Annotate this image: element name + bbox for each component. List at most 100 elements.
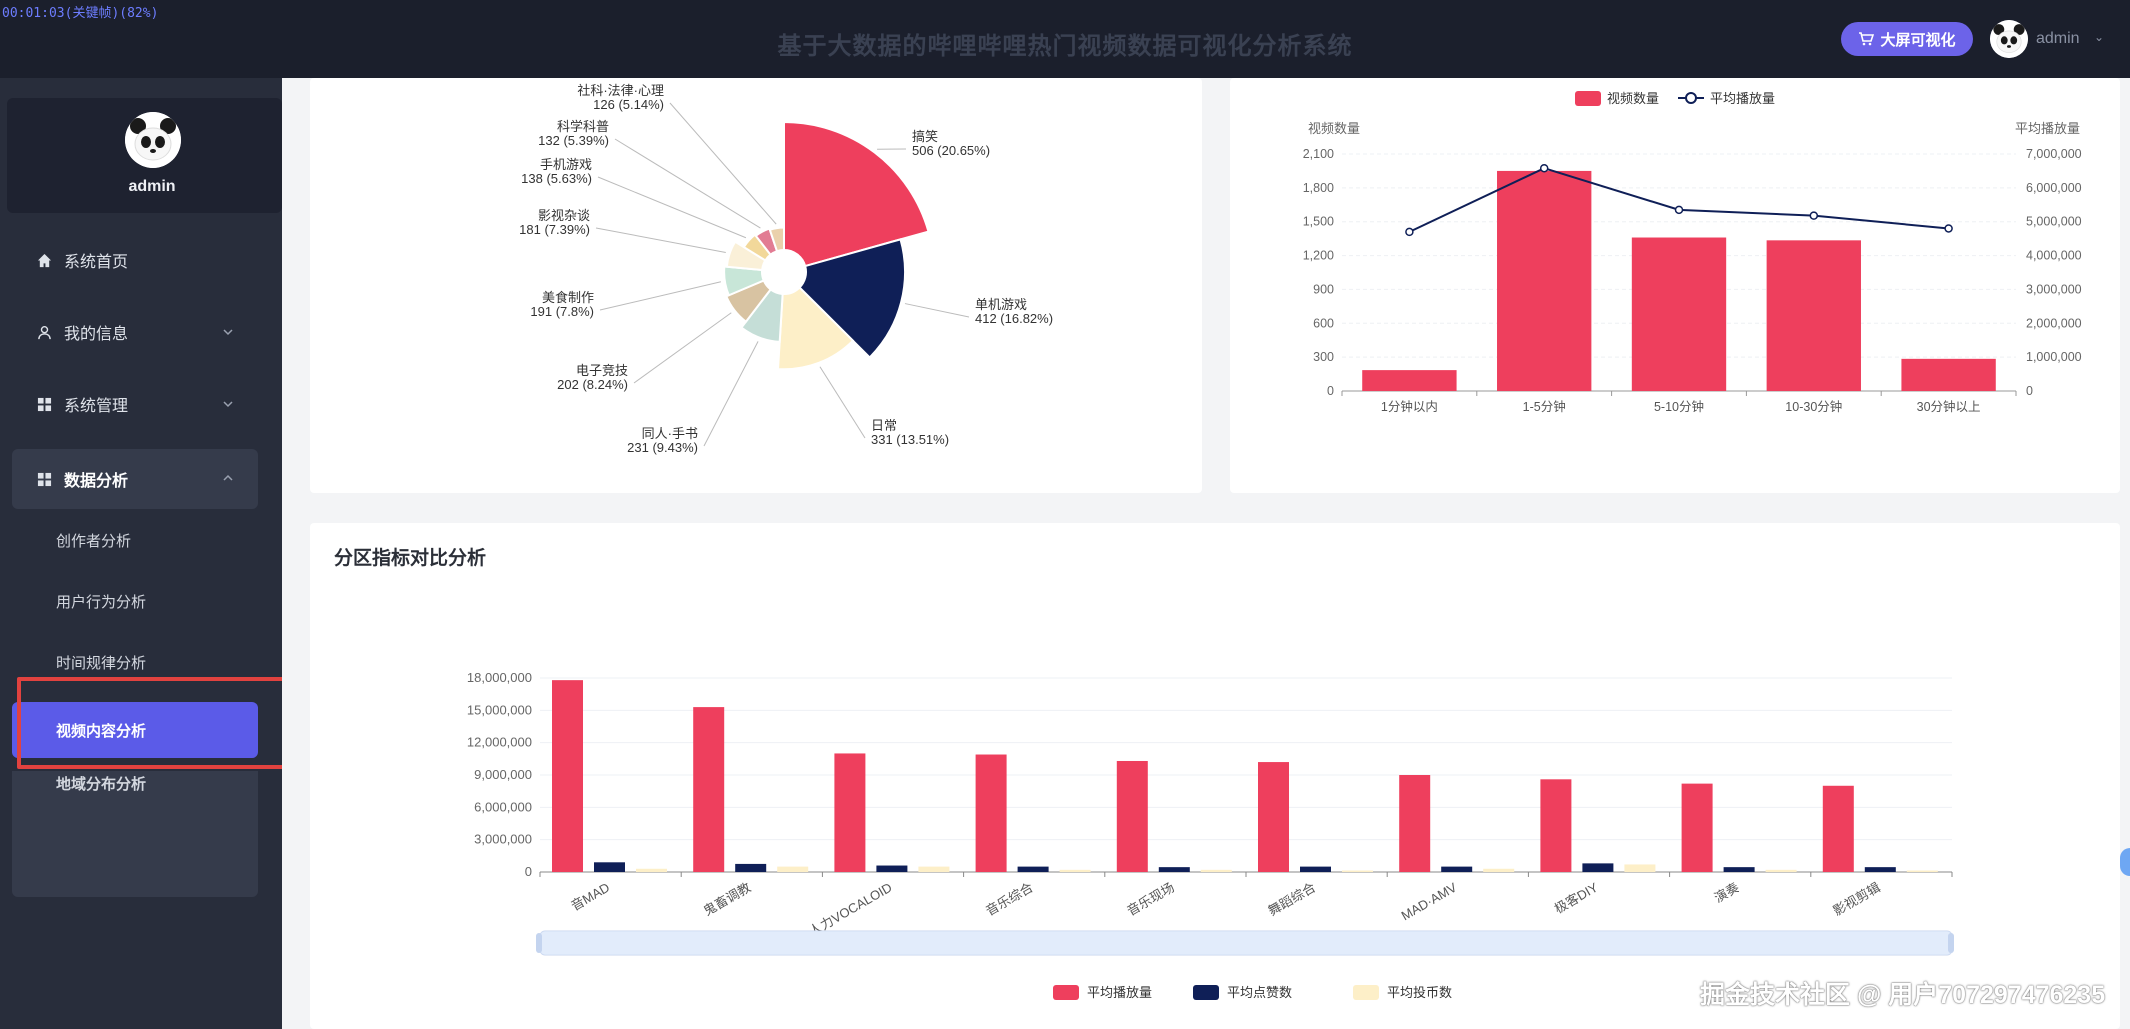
slice-value-label: 181 (7.39%) [519, 222, 590, 237]
slice-value-label: 138 (5.63%) [521, 171, 592, 186]
sidebar-item-system-management[interactable]: 系统管理 [12, 375, 258, 433]
compare-bar [1864, 867, 1896, 872]
slice-value-label: 191 (7.8%) [530, 304, 594, 319]
slice-name-label: 电子竞技 [576, 363, 628, 378]
legend-label: 平均播放量 [1087, 985, 1152, 1000]
y2-axis-title: 平均播放量 [2015, 121, 2080, 136]
grid-icon [36, 471, 52, 487]
bigscreen-button[interactable]: 大屏可视化 [1841, 22, 1973, 56]
system-title: 基于大数据的哔哩哔哩热门视频数据可视化分析系统 [777, 33, 1353, 60]
slice-value-label: 412 (16.82%) [975, 311, 1053, 326]
top-username[interactable]: admin [2036, 30, 2080, 47]
sidebar-item-label: 系统首页 [64, 254, 129, 271]
slice-name-label: 单机游戏 [975, 297, 1027, 312]
sidebar: admin 系统首页 我的信息 系统管理 数据分析 创作者分析 用户行为分析 时… [0, 78, 293, 1029]
avg-plays-point [1674, 205, 1684, 215]
avg-plays-line [1408, 167, 1949, 233]
x-tick-label: 音MAD [568, 880, 612, 914]
profile-card: admin [7, 98, 282, 213]
user-icon [36, 324, 52, 340]
slice-name-label: 影视杂谈 [538, 208, 590, 223]
label-leader-line [614, 138, 761, 229]
compare-bar [777, 866, 809, 872]
slice-name-label: 同人·手书 [642, 426, 698, 441]
compare-bar [594, 862, 625, 872]
compare-bar [834, 753, 866, 872]
zoom-handle-left [536, 933, 542, 953]
zoom-slider-range [540, 931, 1952, 955]
slice-value-label: 132 (5.39%) [538, 133, 609, 148]
compare-bar [876, 865, 908, 872]
duration-chart-card: 0 0 300 1,000,000 600 2,000,000 900 3,000,000 1,… [1230, 78, 2120, 493]
rose-center-hole [762, 250, 806, 294]
chevron-up-icon [222, 471, 234, 489]
compare-bar [1158, 867, 1190, 872]
profile-name: admin [128, 178, 176, 195]
x-tick-label: 影视剪辑 [1830, 880, 1883, 919]
y-tick-label: 2,100 [1303, 147, 1334, 161]
chevron-down-icon[interactable]: ⌄ [2094, 30, 2105, 44]
compare-bar [552, 680, 583, 872]
scroll-handle[interactable] [2120, 848, 2130, 876]
recording-label: 00:01:03(关键帧)(82%) [2, 6, 159, 21]
y-tick-label: 1,500 [1303, 215, 1334, 229]
compare-bar [975, 754, 1007, 872]
compare-bar [1723, 867, 1755, 872]
slice-name-label: 日常 [871, 418, 897, 433]
legend-label: 平均点赞数 [1227, 985, 1292, 1000]
y-tick-label: 9,000,000 [474, 767, 532, 782]
legend-label: 平均播放量 [1710, 91, 1775, 106]
rose-chart-card: 搞笑 506 (20.65%) 单机游戏 412 (16.82%) 日常 331 (13.… [310, 78, 1202, 493]
y-tick-label: 1,800 [1303, 181, 1334, 195]
compare-bar [1258, 762, 1289, 872]
y-tick-label: 300 [1313, 350, 1334, 364]
sidebar-item-data-analysis[interactable]: 数据分析 [12, 449, 258, 509]
compare-bar [1483, 868, 1515, 872]
legend-swatch-video-count [1575, 91, 1601, 106]
x-tick-label: 舞蹈综合 [1266, 880, 1319, 919]
avg-plays-point [1405, 227, 1414, 237]
sidebar-subitem-user-behavior[interactable]: 用户行为分析 [56, 593, 147, 611]
watermark: 掘金技术社区 @ 用户707297476235 [1700, 981, 2106, 1009]
y-tick-label: 12,000,000 [467, 735, 532, 750]
y-tick-label: 18,000,000 [467, 670, 532, 685]
label-leader-line [597, 176, 747, 239]
x-tick-label: MAD·AMV [1399, 879, 1460, 923]
y-axis-title: 视频数量 [1308, 121, 1360, 136]
y2-tick-label: 1,000,000 [2026, 350, 2082, 364]
y-tick-label: 6,000,000 [474, 799, 532, 814]
y-tick-label: 15,000,000 [467, 702, 532, 717]
sidebar-subitem-video-content[interactable]: 视频内容分析 [12, 702, 258, 758]
compare-bar [1681, 783, 1713, 872]
legend-swatch [1353, 985, 1379, 1000]
legend-label: 视频数量 [1607, 91, 1659, 106]
sidebar-subitem-time-pattern[interactable]: 时间规律分析 [56, 654, 147, 672]
y-tick-label: 900 [1313, 282, 1334, 296]
legend-swatch [1193, 985, 1219, 1000]
y2-tick-label: 5,000,000 [2026, 215, 2082, 229]
compare-bar [1017, 866, 1049, 872]
x-tick-label: 1-5分钟 [1523, 399, 1566, 414]
chevron-down-icon [222, 325, 234, 343]
avatar[interactable] [1990, 20, 2028, 58]
sidebar-subitem-creator-analysis[interactable]: 创作者分析 [56, 532, 132, 550]
y2-tick-label: 0 [2026, 384, 2033, 398]
duration-bar [1362, 370, 1457, 391]
slice-value-label: 331 (13.51%) [871, 432, 949, 447]
sidebar-item-my-info[interactable]: 我的信息 [12, 303, 258, 361]
compare-bar [1441, 866, 1473, 872]
sidebar-item-home[interactable]: 系统首页 [12, 231, 258, 289]
x-tick-label: 人力VOCALOID [806, 880, 894, 940]
compare-bar [1116, 760, 1148, 872]
duration-bar [1901, 358, 1996, 391]
sidebar-subitem-region-distribution[interactable]: 地域分布分析 [56, 775, 147, 793]
x-tick-label: 鬼畜调教 [701, 880, 754, 919]
card-title: 分区指标对比分析 [334, 548, 487, 569]
avg-plays-point [1809, 211, 1819, 220]
slice-name-label: 手机游戏 [540, 157, 592, 172]
compare-bar [693, 707, 725, 872]
x-tick-label: 30分钟以上 [1917, 399, 1981, 414]
label-leader-line [599, 281, 721, 311]
compare-bar [1300, 866, 1331, 872]
